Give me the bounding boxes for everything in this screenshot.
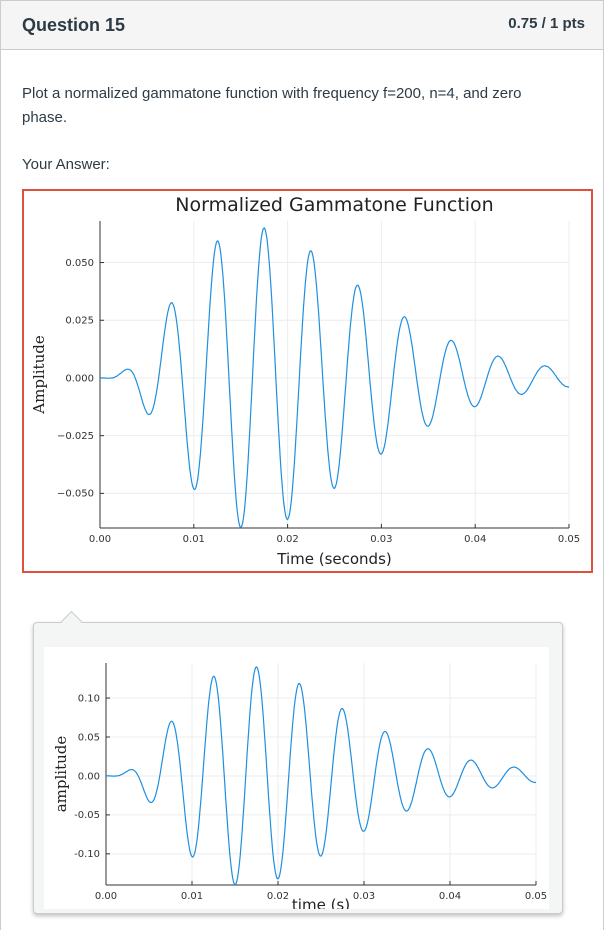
y-tick-label: -0.10 [74,849,100,860]
feedback-chart: 0.00 0.01 0.02 0.03 0.04 0.05 -0.10 -0.05 0.00 0.… [52,663,547,909]
y-tick-label: 0.00 [78,771,100,782]
series-line [100,226,569,529]
y-tick-label: 0.025 [65,316,94,327]
question-title: Question 15 [22,15,126,35]
question-prompt: Plot a normalized gammatone function wit… [22,85,522,126]
x-tick-label: 0.01 [183,534,205,545]
frame-border-right [603,50,604,930]
y-axis-label: amplitude [52,736,70,813]
y-axis-label: Amplitude [30,335,48,415]
x-axis-label: time (s) [292,896,350,909]
y-tick-label: 0.05 [78,732,100,743]
y-tick-label: 0.10 [78,693,100,704]
y-tick-label: -0.05 [74,810,100,821]
x-tick-label: 0.02 [267,891,289,902]
x-tick-label: 0.03 [353,891,375,902]
y-tick-label: −0.025 [57,431,94,442]
x-tick-label: 0.05 [525,891,547,902]
x-tick-label: 0.05 [558,534,580,545]
y-tick-label: 0.000 [65,373,94,384]
chart-title: Normalized Gammatone Function [175,194,493,216]
x-tick-label: 0.00 [95,891,117,902]
x-tick-label: 0.03 [370,534,392,545]
feedback-popup: 0.00 0.01 0.02 0.03 0.04 0.05 -0.10 -0.05 0.00 0.… [33,622,563,914]
y-tick-label: 0.050 [65,258,94,269]
x-tick-label: 0.04 [439,891,461,902]
x-axis-label: Time (seconds) [276,550,392,568]
answer-label: Your Answer: [22,156,110,173]
x-tick-label: 0.00 [89,534,111,545]
feedback-chart-panel: 0.00 0.01 0.02 0.03 0.04 0.05 -0.10 -0.05 0.00 0.… [44,647,549,909]
question-header: Question 15 0.75 / 1 pts [0,0,604,50]
x-tick-label: 0.02 [276,534,298,545]
x-tick-label: 0.04 [464,534,486,545]
answer-image: 0.00 0.01 0.02 0.03 0.04 0.05 −0.050 −0.025 0.00… [22,189,593,573]
answer-chart: 0.00 0.01 0.02 0.03 0.04 0.05 −0.050 −0.025 0.00… [30,194,580,568]
x-tick-label: 0.01 [181,891,203,902]
question-points: 0.75 / 1 pts [508,15,585,32]
frame-border-left [0,50,1,930]
series-line [106,666,537,886]
y-tick-label: −0.050 [57,489,94,500]
